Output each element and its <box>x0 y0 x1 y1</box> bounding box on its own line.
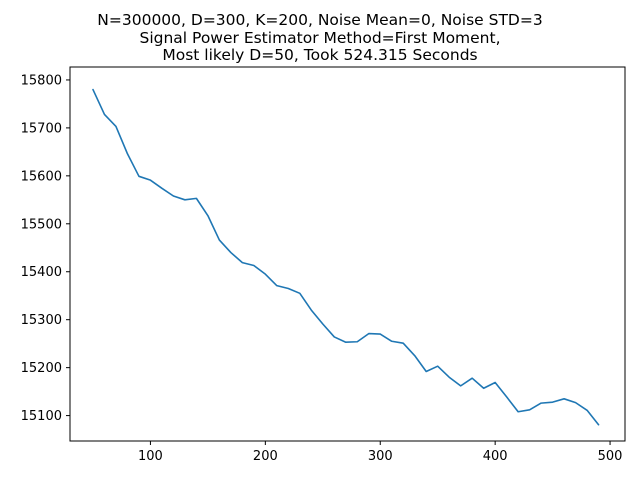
y-tick-label: 15700 <box>21 121 62 136</box>
axis-ticks: 100 200 300 400 500 15100 15200 15300 15400 15500… <box>21 73 623 464</box>
x-tick-label: 400 <box>483 449 508 464</box>
y-tick-label: 15200 <box>21 361 62 376</box>
y-tick-label: 15800 <box>21 73 62 88</box>
axes-frame <box>69 66 626 442</box>
y-tick-label: 15400 <box>21 265 62 280</box>
title-line-3: Most likely D=50, Took 524.315 Seconds <box>162 46 478 64</box>
y-tick-label: 15100 <box>21 409 62 424</box>
y-tick-label: 15300 <box>21 313 62 328</box>
plot-area <box>92 88 600 426</box>
y-tick-label: 15600 <box>21 169 62 184</box>
series-line-1 <box>92 88 600 426</box>
title-line-1: N=300000, D=300, K=200, Noise Mean=0, No… <box>97 11 543 29</box>
y-tick-label: 15500 <box>21 217 62 232</box>
x-tick-label: 200 <box>253 449 278 464</box>
title-line-2: Signal Power Estimator Method=First Mome… <box>139 28 501 47</box>
chart-title: N=300000, D=300, K=200, Noise Mean=0, No… <box>0 11 640 65</box>
x-tick-label: 300 <box>368 449 393 464</box>
x-tick-label: 500 <box>598 449 623 464</box>
x-tick-label: 100 <box>138 449 163 464</box>
